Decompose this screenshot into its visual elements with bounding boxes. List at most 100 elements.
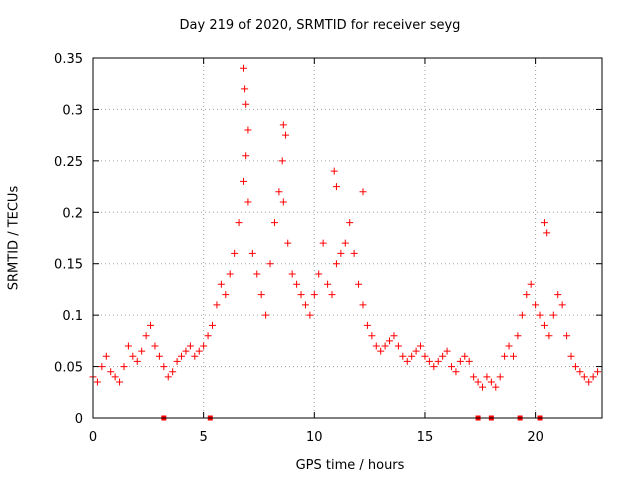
data-point	[532, 301, 540, 309]
data-point	[549, 311, 557, 319]
chart-title: Day 219 of 2020, SRMTID for receiver sey…	[179, 18, 461, 33]
data-point	[297, 291, 305, 299]
data-point	[567, 352, 575, 360]
axis-ticks: 0 0.05 0.1 0.15 0.2 0.25 0.3 0.35 0 5 10 15 20	[54, 52, 602, 445]
data-point	[204, 332, 212, 340]
data-point	[241, 85, 249, 93]
data-point	[147, 321, 155, 329]
data-point	[536, 311, 544, 319]
data-point	[275, 188, 283, 196]
data-point	[284, 239, 292, 247]
data-point	[138, 347, 146, 355]
data-point	[160, 363, 168, 371]
data-point	[514, 332, 522, 340]
data-point	[368, 332, 376, 340]
y-tick-label: 0.1	[62, 309, 83, 324]
data-point	[124, 342, 132, 350]
data-point	[386, 337, 394, 345]
data-point	[421, 352, 429, 360]
data-point	[483, 373, 491, 381]
y-tick-label: 0.15	[54, 258, 83, 273]
data-point	[315, 270, 323, 278]
data-point	[543, 229, 551, 237]
data-point	[288, 270, 296, 278]
data-point	[408, 352, 416, 360]
data-point	[465, 357, 473, 365]
data-point	[200, 342, 208, 350]
data-point	[394, 342, 402, 350]
data-point	[470, 373, 478, 381]
data-point	[448, 363, 456, 371]
plot-frame	[92, 57, 603, 419]
data-point	[319, 239, 327, 247]
data-point	[279, 121, 287, 129]
data-point	[346, 219, 354, 227]
data-point	[116, 378, 124, 386]
data-point	[231, 249, 239, 257]
data-point	[580, 373, 588, 381]
data-point	[509, 352, 517, 360]
data-point	[363, 321, 371, 329]
x-tick-label: 5	[200, 430, 208, 445]
data-point	[178, 352, 186, 360]
data-point	[217, 280, 225, 288]
data-point	[129, 352, 137, 360]
data-point	[594, 368, 602, 376]
data-point	[554, 291, 562, 299]
data-point	[133, 357, 141, 365]
data-point	[563, 332, 571, 340]
data-point	[487, 378, 495, 386]
data-point	[545, 332, 553, 340]
x-tick-label: 20	[527, 430, 544, 445]
x-tick-label: 15	[417, 430, 434, 445]
data-point	[461, 352, 469, 360]
data-point	[195, 347, 203, 355]
y-tick-label: 0.35	[54, 52, 83, 67]
data-point	[306, 311, 314, 319]
data-point	[350, 249, 358, 257]
data-point	[434, 357, 442, 365]
data-point	[332, 260, 340, 268]
data-point	[262, 311, 270, 319]
data-point	[282, 131, 290, 139]
y-tick-label: 0.25	[54, 155, 83, 170]
data-point	[571, 363, 579, 371]
data-point	[151, 342, 159, 350]
data-point	[301, 301, 309, 309]
data-point	[337, 249, 345, 257]
data-point	[107, 368, 115, 376]
data-point	[266, 260, 274, 268]
data-point	[439, 352, 447, 360]
y-tick-label: 0.2	[62, 206, 83, 221]
data-point	[209, 321, 217, 329]
data-point	[244, 198, 252, 206]
data-point	[585, 378, 593, 386]
data-point	[173, 357, 181, 365]
data-point	[169, 368, 177, 376]
data-point	[239, 177, 247, 185]
data-point	[478, 383, 486, 391]
data-point	[235, 219, 243, 227]
data-point	[310, 291, 318, 299]
data-point	[558, 301, 566, 309]
data-point	[372, 342, 380, 350]
data-point	[540, 219, 548, 227]
data-point	[589, 373, 597, 381]
data-point	[222, 291, 230, 299]
y-tick-label: 0.3	[62, 103, 83, 118]
data-point	[242, 100, 250, 108]
data-point	[191, 352, 199, 360]
data-point	[540, 321, 548, 329]
data-point	[443, 347, 451, 355]
data-point	[98, 363, 106, 371]
data-point	[359, 188, 367, 196]
data-point	[430, 363, 438, 371]
data-point	[278, 157, 286, 165]
data-point	[324, 280, 332, 288]
data-point	[456, 357, 464, 365]
data-point	[186, 342, 194, 350]
data-point	[257, 291, 265, 299]
data-point	[496, 373, 504, 381]
data-point	[576, 368, 584, 376]
